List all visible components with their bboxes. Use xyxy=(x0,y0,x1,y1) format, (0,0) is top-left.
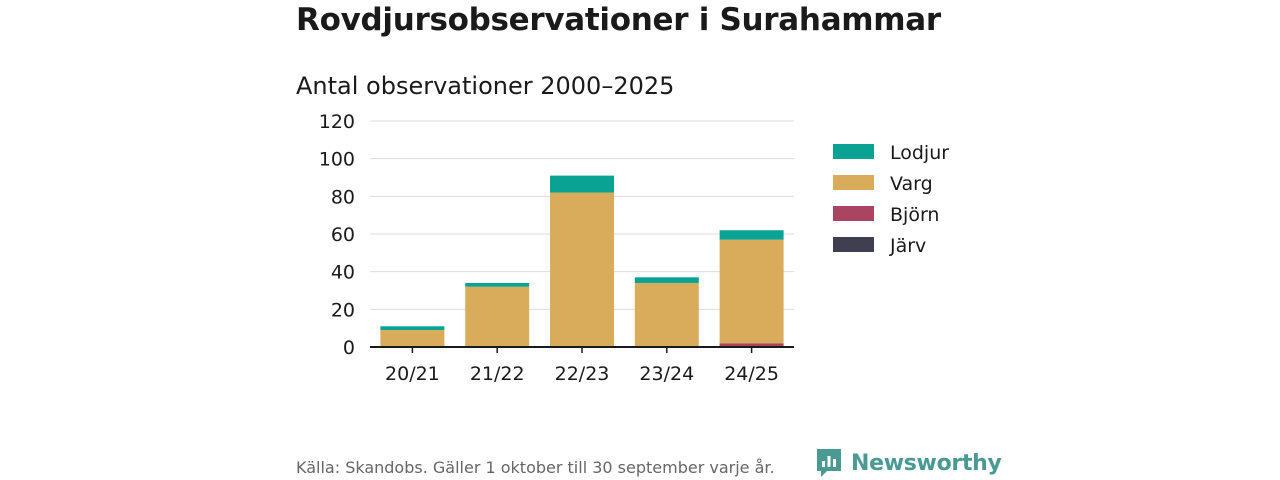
legend-swatch-järv xyxy=(833,237,874,252)
x-tick-label: 21/22 xyxy=(470,363,525,385)
newsworthy-logo: Newsworthy xyxy=(815,446,1002,480)
bars xyxy=(380,175,784,347)
y-tick-label: 100 xyxy=(319,149,355,171)
bar-lodjur-22-23 xyxy=(550,175,614,193)
bar-lodjur-21-22 xyxy=(465,282,530,287)
y-tick-label: 20 xyxy=(331,299,355,321)
bar-varg-24-25 xyxy=(719,239,784,344)
legend: Lodjur Varg Björn Järv xyxy=(833,142,949,257)
x-tick-label: 24/25 xyxy=(724,363,779,385)
bar-lodjur-20-21 xyxy=(380,326,445,331)
bar-lodjur-23-24 xyxy=(634,277,699,283)
x-tick-label: 20/21 xyxy=(385,363,440,385)
legend-label-järv: Järv xyxy=(889,235,926,257)
legend-label-lodjur: Lodjur xyxy=(890,142,949,164)
x-axis-ticks: 20/21 21/22 22/23 23/24 24/25 xyxy=(385,347,779,385)
y-axis-ticks: 0 20 40 60 80 100 120 xyxy=(319,111,355,359)
legend-swatch-lodjur xyxy=(833,144,874,159)
bar-björn-24-25 xyxy=(719,343,784,347)
legend-swatch-varg xyxy=(833,175,874,190)
y-tick-label: 60 xyxy=(331,224,355,246)
bar-varg-21-22 xyxy=(465,286,530,347)
x-tick-label: 23/24 xyxy=(639,363,694,385)
legend-swatch-björn xyxy=(833,206,874,221)
y-tick-label: 120 xyxy=(319,111,355,133)
bar-varg-20-21 xyxy=(380,330,445,347)
x-tick-label: 22/23 xyxy=(555,363,610,385)
bar-varg-22-23 xyxy=(550,192,614,347)
bar-varg-23-24 xyxy=(634,282,699,347)
newsworthy-logo-text: Newsworthy xyxy=(851,450,1002,476)
chart-subtitle: Antal observationer 2000–2025 xyxy=(296,72,675,100)
legend-label-varg: Varg xyxy=(890,173,933,195)
legend-label-björn: Björn xyxy=(890,204,939,226)
y-tick-label: 0 xyxy=(343,337,355,359)
y-tick-label: 40 xyxy=(331,262,355,284)
chart-title: Rovdjursobservationer i Surahammar xyxy=(296,2,941,38)
bar-lodjur-24-25 xyxy=(719,230,784,240)
newsworthy-logo-icon xyxy=(817,449,841,477)
y-tick-label: 80 xyxy=(331,186,355,208)
source-note: Källa: Skandobs. Gäller 1 oktober till 3… xyxy=(296,458,775,477)
